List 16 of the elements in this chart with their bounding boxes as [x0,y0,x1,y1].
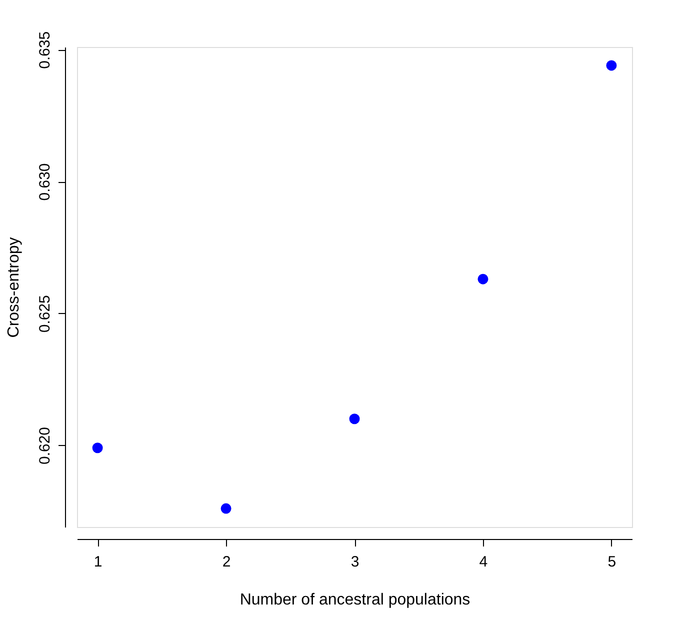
point [478,274,488,284]
y-tick-label: 0.635 [36,31,54,69]
y-tick-label: 0.625 [36,295,54,333]
x-tick-label: 2 [222,554,231,570]
x-tick-label: 5 [608,554,616,570]
point [220,503,232,514]
point [349,414,360,424]
y-axis-title: Cross-entropy [6,237,22,338]
y-tick-label: 0.630 [36,163,54,201]
x-tick-label: 1 [94,554,102,570]
x-tick-label: 4 [479,554,488,570]
x-tick-label: 3 [350,554,360,570]
y-tick-label: 0.620 [36,426,54,465]
x-axis-title: Number of ancestral populations [240,592,470,608]
point [92,442,103,454]
point [606,60,617,71]
